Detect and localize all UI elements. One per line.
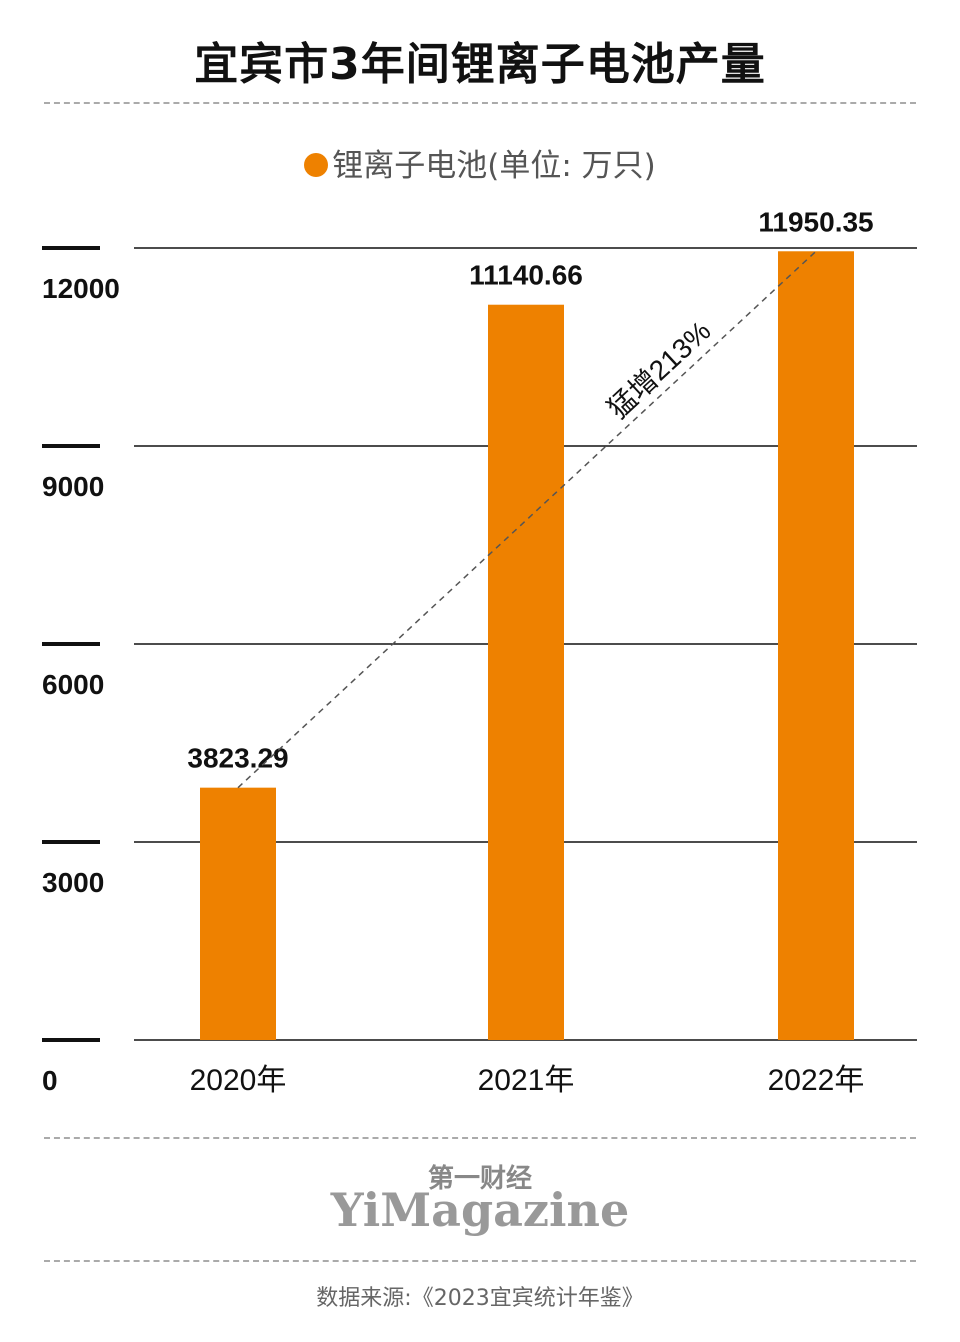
data-source: 数据来源:《2023宜宾统计年鉴》	[316, 1286, 644, 1311]
x-tick-label-2022年: 2022年	[768, 1064, 865, 1097]
bar-2020年	[200, 787, 276, 1040]
brand-logo: YiMagazine	[330, 1183, 630, 1237]
legend-label: 锂离子电池(单位: 万只)	[332, 148, 656, 184]
middle-divider	[44, 1137, 916, 1139]
x-tick-label-2020年: 2020年	[190, 1064, 287, 1097]
growth-annotation: 猛增213%	[602, 315, 717, 425]
bar-2022年	[778, 251, 854, 1040]
y-tick-label-0: 0	[42, 1065, 58, 1096]
x-tick-label-2021年: 2021年	[478, 1064, 575, 1097]
y-tick-label-6000: 6000	[42, 669, 104, 700]
value-label-2020年: 3823.29	[187, 743, 288, 774]
legend: 锂离子电池(单位: 万只)	[0, 140, 960, 185]
brand-cn: 第一财经	[427, 1164, 532, 1194]
top-divider	[44, 102, 916, 104]
y-tick-label-9000: 9000	[42, 471, 104, 502]
bottom-divider	[44, 1260, 916, 1262]
chart-title: 宜宾市3年间锂离子电池产量	[194, 39, 766, 90]
value-label-2022年: 11950.35	[758, 206, 873, 237]
y-tick-label-3000: 3000	[42, 867, 104, 898]
bar-chart: 0 3000 6000 9000 12000 3823.29 2020年 11140.66 20…	[42, 206, 917, 1097]
value-label-2021年: 11140.66	[469, 260, 583, 291]
y-tick-label-12000: 12000	[42, 273, 120, 304]
legend-swatch-icon	[304, 152, 329, 177]
bar-2021年	[488, 304, 564, 1040]
